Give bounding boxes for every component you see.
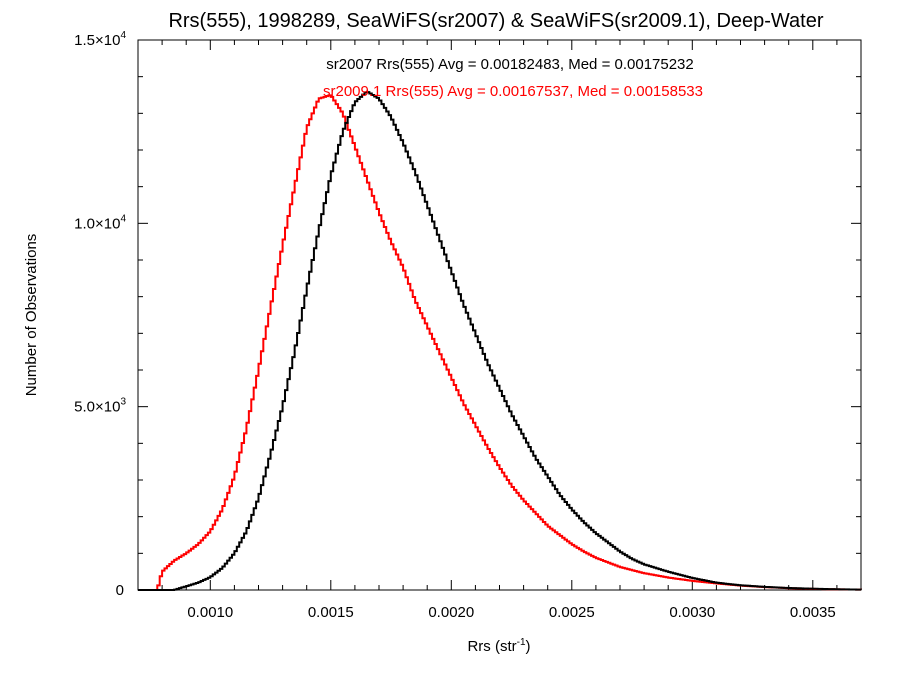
x-axis-label: Rrs (str-1) xyxy=(467,637,530,655)
series-layer xyxy=(138,91,862,591)
chart-title: Rrs(555), 1998289, SeaWiFS(sr2007) & Sea… xyxy=(168,10,823,32)
x-tick-label: 0.0020 xyxy=(428,604,474,621)
x-tick-label: 0.0025 xyxy=(549,604,595,621)
plot-frame xyxy=(137,39,862,591)
x-tick-label: 0.0030 xyxy=(669,604,715,621)
y-tick-label: 5.0×103 xyxy=(74,397,126,416)
y-tick-label: 1.0×104 xyxy=(74,213,126,232)
y-tick-exponent: 4 xyxy=(120,213,126,224)
y-tick-exponent: 4 xyxy=(120,30,126,41)
series-sr2007-line xyxy=(138,91,862,591)
x-axis: 0.0010 0.0015 0.0020 0.0025 0.0030 0.0035 xyxy=(161,40,862,621)
annotation-sr2007: sr2007 Rrs(555) Avg = 0.00182483, Med = … xyxy=(326,56,694,73)
x-axis-label-main: Rrs (str xyxy=(467,638,516,655)
y-tick-exponent: 3 xyxy=(120,397,126,408)
y-tick-label: 0 xyxy=(116,582,124,599)
x-tick-label: 0.0010 xyxy=(187,604,233,621)
y-tick-mantissa: 5.0×10 xyxy=(74,399,120,416)
x-tick-label: 0.0015 xyxy=(308,604,354,621)
annotation-sr2009-1: sr2009.1 Rrs(555) Avg = 0.00167537, Med … xyxy=(323,83,703,100)
y-axis-label: Number of Observations xyxy=(23,234,40,397)
y-tick-mantissa: 1.0×10 xyxy=(74,215,120,232)
x-axis-label-sup: -1 xyxy=(517,637,526,648)
y-tick-mantissa: 1.5×10 xyxy=(74,32,120,49)
y-tick-mantissa: 0 xyxy=(116,582,124,599)
y-tick-label: 1.5×104 xyxy=(74,30,126,49)
x-tick-label: 0.0035 xyxy=(790,604,836,621)
x-axis-label-end: ) xyxy=(526,638,531,655)
series-sr2009-1-line xyxy=(138,94,862,591)
